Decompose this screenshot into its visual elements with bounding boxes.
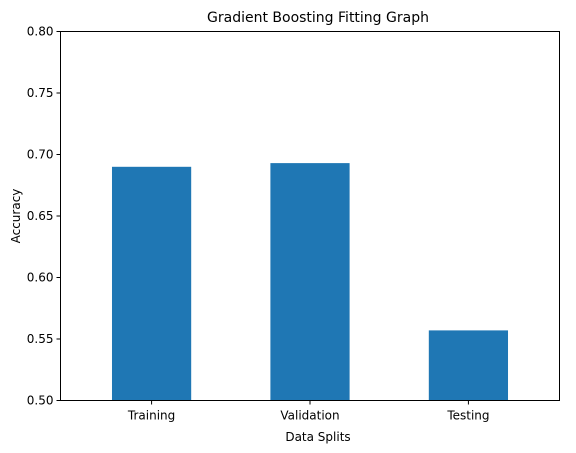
bar-validation bbox=[270, 163, 350, 401]
x-axis-label: Data Splits bbox=[285, 430, 350, 444]
bar-testing bbox=[428, 330, 509, 401]
y-tick-label: 0.60 bbox=[27, 271, 54, 285]
x-tick-label: Validation bbox=[280, 409, 339, 423]
y-tick-label: 0.50 bbox=[27, 394, 54, 408]
y-tick-label: 0.80 bbox=[27, 25, 54, 39]
bar-training bbox=[111, 166, 192, 401]
y-axis-label: Accuracy bbox=[9, 189, 23, 244]
y-axis: 0.50 0.55 0.60 0.65 0.70 0.75 0.80 bbox=[27, 25, 61, 408]
x-tick-label: Training bbox=[127, 409, 175, 423]
x-axis: Training Validation Testing bbox=[127, 400, 490, 423]
x-tick-label: Testing bbox=[446, 409, 489, 423]
y-tick-label: 0.65 bbox=[27, 209, 54, 223]
bars-group bbox=[111, 163, 509, 401]
y-tick-label: 0.75 bbox=[27, 86, 54, 100]
plot-frame bbox=[60, 31, 560, 401]
y-tick-label: 0.70 bbox=[27, 148, 54, 162]
chart-title: Gradient Boosting Fitting Graph bbox=[207, 10, 429, 26]
y-tick-label: 0.55 bbox=[27, 332, 54, 346]
